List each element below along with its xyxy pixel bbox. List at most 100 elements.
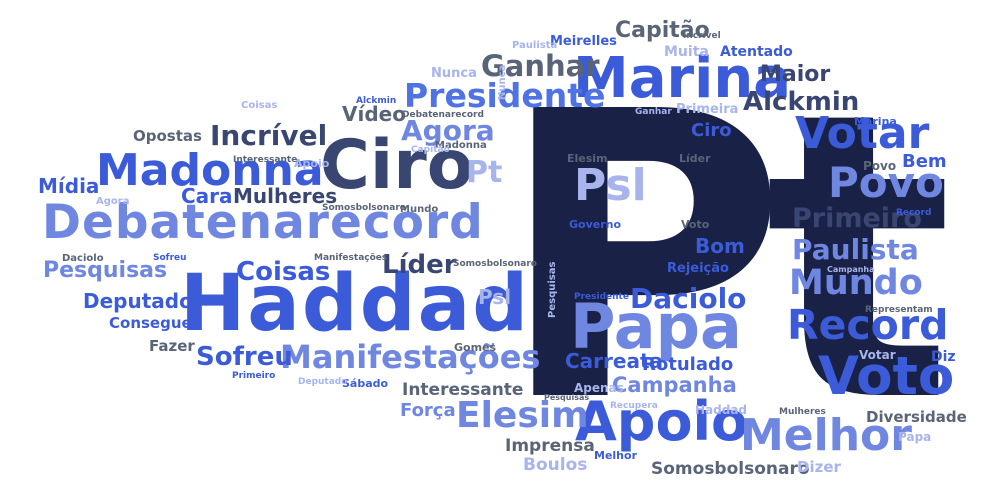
word-diversidade: Diversidade (866, 408, 967, 426)
word-imprensa: Imprensa (505, 436, 595, 456)
word-deputado-big: Deputado (83, 289, 193, 313)
word-somosbolsonaro-small: Somosbolsonaro (322, 203, 406, 213)
word-pesquisas-small: Pesquisas (544, 393, 590, 402)
word-elesim-small: Elesim (567, 152, 608, 165)
word-madonna-small: Madonna (435, 140, 487, 151)
word-manifestacoes-small: Manifestações (314, 253, 388, 263)
word-maior: Maior (760, 62, 831, 87)
word-somosbolsonaro-big: Somosbolsonaro (651, 459, 810, 479)
word-pt-small: Pt (466, 155, 503, 190)
word-interessante-small: Interessante (233, 155, 298, 165)
word-povo-small: Povo (863, 159, 897, 173)
word-somosbolsonaro-small-2: Somosbolsonaro (453, 259, 537, 269)
word-dizer: Dizer (797, 458, 841, 476)
word-povo-big: Povo (828, 158, 944, 207)
word-capitao: Capitão (615, 18, 710, 43)
word-melhor-small: Melhor (594, 449, 637, 462)
word-presidente-small: Presidente (574, 292, 629, 302)
word-apoio-small: Apoio (294, 157, 330, 170)
word-debatenarecord-small: Debatenarecord (402, 110, 484, 120)
word-agora-small: Agora (96, 196, 130, 207)
word-marina: Marina (573, 46, 791, 111)
word-manifestacoes: Manifestações (280, 338, 541, 376)
word-recupera: Recupera (610, 401, 658, 411)
word-sofreu-big: Sofreu (196, 342, 293, 372)
word-ganhar-small: Ganhar (635, 107, 672, 117)
word-coisas-big: Coisas (236, 257, 331, 287)
word-marina-small: Marina (854, 115, 897, 128)
word-voto-small: Voto (681, 218, 710, 231)
word-opostas: Opostas (133, 127, 202, 145)
word-record-big: Record (787, 301, 949, 349)
word-haddad-small: Haddad (695, 403, 748, 417)
word-votar-big: Votar (795, 108, 930, 159)
word-mundo-small: Mundo (400, 204, 439, 215)
word-apenas: Apenas (574, 381, 624, 395)
word-record-small: Record (896, 208, 932, 218)
word-incrivel-big: Incrível (210, 119, 328, 152)
word-daciolo-big: Daciolo (630, 282, 747, 315)
word-paulista-big: Paulista (792, 233, 919, 266)
word-pt: Pt (497, 29, 953, 489)
word-papa: Papa (570, 290, 742, 363)
word-melhor: Melhor (740, 410, 912, 461)
word-primeira: Primeira (676, 102, 739, 117)
word-presidente-big: Presidente (404, 76, 606, 115)
word-debatenarecord: Debatenarecord (42, 195, 484, 250)
word-votar-small: Votar (859, 348, 896, 362)
word-alckmin-big: Alckmin (743, 87, 860, 117)
word-midia: Mídia (38, 174, 100, 198)
word-bem: Bem (902, 151, 947, 172)
word-agora-big: Agora (401, 114, 495, 147)
word-representam: Representam (865, 305, 933, 315)
word-atentado: Atentado (720, 44, 793, 60)
word-paulista-small: Paulista (512, 40, 558, 51)
word-rejeicao: Rejeição (667, 261, 729, 276)
word-diz: Diz (931, 349, 956, 365)
word-carreata: Carreata (565, 349, 664, 373)
word-apoio: Apoio (575, 390, 749, 453)
word-primeiro-big: Primeiro (792, 203, 922, 234)
word-psl-big: Psl (574, 160, 647, 211)
word-capitao-small: Capitão (411, 145, 450, 155)
word-forca: Força (400, 400, 456, 421)
word-rotulado: Rotulado (642, 354, 734, 375)
word-voto: Voto (818, 346, 955, 407)
word-bom: Bom (695, 234, 745, 258)
word-madonna: Madonna (96, 145, 324, 196)
word-ganhar-big: Ganhar (481, 49, 600, 83)
word-campanha-small: Campanha (827, 265, 875, 274)
word-consegue: Consegue (109, 314, 192, 332)
word-muita: Muita (664, 44, 709, 60)
word-ciro: Ciro (320, 126, 474, 205)
word-mulheres-big: Mulheres (233, 184, 338, 208)
word-coisas-small: Coisas (241, 100, 278, 111)
word-pesquisas-vertical: Pesquisas (547, 261, 558, 318)
word-ciro-small: Ciro (691, 120, 732, 141)
word-campanha-big: Campanha (612, 373, 737, 397)
word-lider-big: Líder (382, 250, 457, 280)
word-interessante-big: Interessante (402, 380, 524, 400)
word-elesim-big: Elesim (456, 395, 589, 436)
word-sabado: Sábado (342, 377, 389, 390)
word-mulheres-small: Mulheres (779, 407, 826, 417)
word-boulos: Boulos (523, 455, 588, 475)
word-fazer: Fazer (149, 337, 195, 355)
word-deputado-small: Deputado (298, 377, 348, 387)
word-meirelles: Meirelles (550, 34, 617, 49)
word-cara: Cara (181, 184, 233, 208)
word-incrivel-small: Incrível (683, 31, 721, 41)
word-psl-small: Psl (478, 285, 512, 309)
word-mundo-big: Mundo (789, 263, 923, 303)
word-nunca: Nunca (431, 66, 477, 81)
word-nunca-vertical: Nunca (497, 64, 508, 100)
word-gomes: Gomes (454, 341, 497, 354)
word-primeiro-small: Primeiro (232, 371, 276, 381)
word-alckmin-small: Alckmin (356, 96, 397, 106)
word-lider-small: Líder (679, 152, 711, 165)
word-haddad: Haddad (180, 259, 531, 349)
word-daciolo-small: Daciolo (62, 253, 104, 264)
word-governo: Governo (569, 218, 622, 231)
word-papa-small: Papa (898, 430, 932, 444)
